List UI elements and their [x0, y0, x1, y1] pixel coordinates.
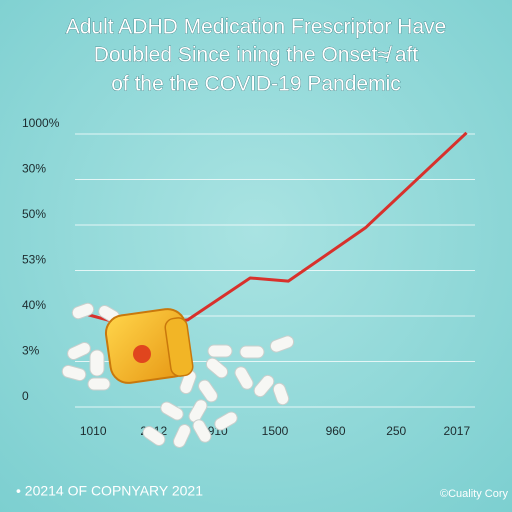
pill: [71, 302, 95, 320]
y-tick-label: 0: [22, 389, 29, 403]
x-tick-label: 2017: [443, 424, 470, 438]
pill-bottle: [104, 308, 194, 384]
footer-right: ©Cuality Cory: [440, 488, 509, 500]
pill: [269, 335, 295, 353]
x-tick-label: 1010: [80, 424, 107, 438]
pill: [239, 345, 265, 359]
pill: [253, 374, 275, 398]
pill: [61, 364, 87, 382]
y-tick-label: 30%: [22, 162, 46, 176]
chart-title: of the the COVID-19 Pandemic: [111, 73, 400, 96]
x-tick-label: 250: [386, 424, 406, 438]
pill: [160, 401, 184, 421]
pill: [188, 399, 208, 423]
x-tick-label: 960: [326, 424, 346, 438]
bottle-cap: [164, 317, 194, 377]
y-tick-label: 50%: [22, 207, 46, 221]
pill: [87, 377, 111, 391]
pill: [142, 426, 166, 446]
pill: [198, 379, 218, 403]
y-tick-label: 40%: [22, 298, 46, 312]
x-tick-label: 1500: [262, 424, 289, 438]
pill: [172, 424, 192, 448]
pill: [207, 344, 233, 358]
chart-title: Doubled Since ining the Onset≉ aft: [94, 44, 419, 67]
pill: [214, 411, 238, 431]
pills: [61, 302, 295, 448]
y-tick-label: 53%: [22, 253, 46, 267]
pill: [89, 349, 105, 377]
pill: [205, 357, 229, 379]
footer-left: • 20214 OF COPNYARY 2021: [16, 483, 203, 499]
y-tick-label: 3%: [22, 344, 40, 358]
pill: [234, 366, 254, 390]
bottle-pill: [133, 345, 151, 363]
pill: [272, 382, 290, 406]
y-tick-label: 1000%: [22, 116, 60, 130]
pill: [67, 341, 91, 361]
chart-title: Adult ADHD Medication Frescriptor Have: [66, 16, 446, 39]
pill: [192, 419, 212, 443]
